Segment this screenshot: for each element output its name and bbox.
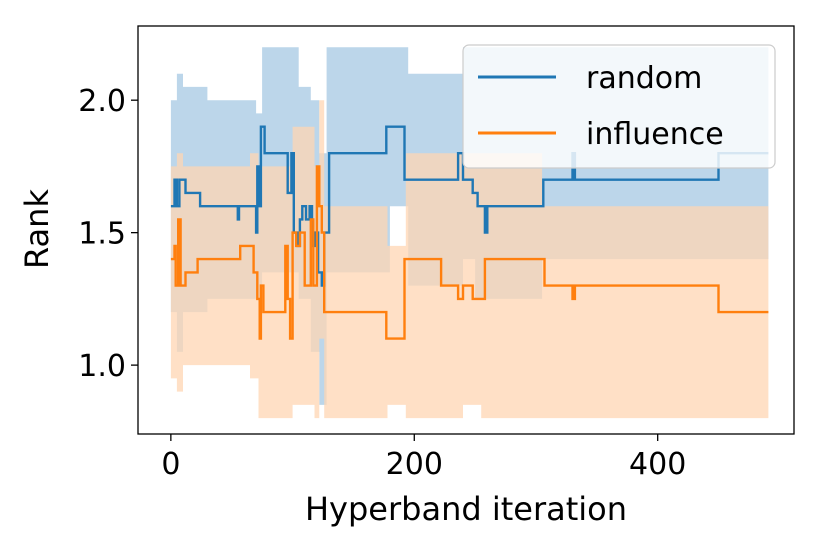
series-lines bbox=[170, 125, 769, 340]
line-influence bbox=[170, 165, 769, 340]
legend-label-influence: influence bbox=[586, 117, 724, 152]
y-tick-label: 1.0 bbox=[78, 349, 126, 384]
axes: 0 200 400 1.0 1.5 2.0 bbox=[78, 25, 795, 482]
x-tick-label: 0 bbox=[161, 447, 180, 482]
line-random bbox=[170, 125, 769, 287]
y-axis-label: Rank bbox=[18, 189, 56, 269]
x-axis-label: Hyperband iteration bbox=[305, 490, 627, 528]
y-tick-label: 1.5 bbox=[78, 217, 126, 252]
legend-label-random: random bbox=[586, 61, 702, 96]
legend: random influence bbox=[462, 44, 776, 169]
plot-frame bbox=[137, 25, 795, 435]
x-tick-label: 400 bbox=[629, 447, 686, 482]
x-tick-label: 200 bbox=[386, 447, 443, 482]
y-tick-label: 2.0 bbox=[78, 84, 126, 119]
